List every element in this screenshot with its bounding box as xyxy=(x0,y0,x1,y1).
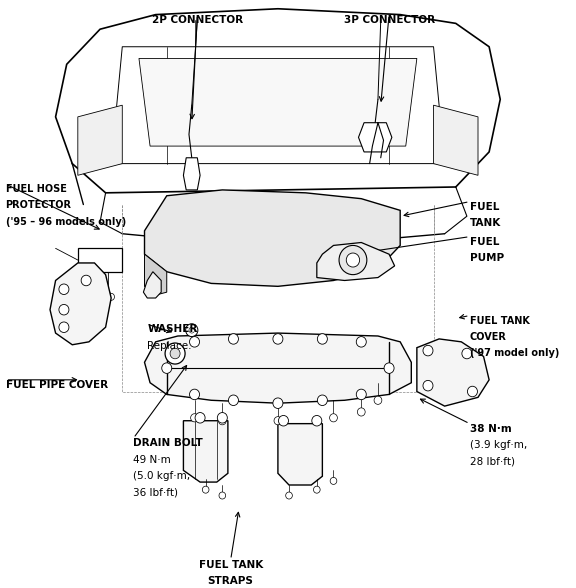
Circle shape xyxy=(317,333,327,344)
Circle shape xyxy=(189,328,195,333)
Circle shape xyxy=(162,363,172,373)
Text: (5.0 kgf·m,: (5.0 kgf·m, xyxy=(134,471,191,481)
Circle shape xyxy=(312,416,322,426)
Text: DRAIN BOLT: DRAIN BOLT xyxy=(134,438,203,448)
Circle shape xyxy=(274,417,282,425)
Text: FUEL: FUEL xyxy=(469,202,499,212)
Text: 49 N·m: 49 N·m xyxy=(134,455,171,465)
Circle shape xyxy=(191,414,198,422)
Circle shape xyxy=(357,408,365,416)
Circle shape xyxy=(468,386,478,397)
Text: 2P CONNECTOR: 2P CONNECTOR xyxy=(151,15,243,25)
Circle shape xyxy=(330,477,337,485)
Polygon shape xyxy=(358,123,392,152)
Circle shape xyxy=(81,275,91,286)
Circle shape xyxy=(278,416,289,426)
Text: FUEL TANK: FUEL TANK xyxy=(469,316,529,326)
Circle shape xyxy=(273,398,283,409)
Text: ('95 – 96 models only): ('95 – 96 models only) xyxy=(6,217,126,227)
Circle shape xyxy=(97,293,103,300)
Polygon shape xyxy=(78,105,122,175)
Circle shape xyxy=(190,389,199,400)
Circle shape xyxy=(59,322,69,332)
Polygon shape xyxy=(50,263,111,345)
Polygon shape xyxy=(78,248,122,272)
Text: PROTECTOR: PROTECTOR xyxy=(6,201,71,211)
Circle shape xyxy=(357,336,366,347)
Text: FUEL PIPE COVER: FUEL PIPE COVER xyxy=(6,380,108,390)
Circle shape xyxy=(108,293,115,300)
Text: 28 lbf·ft): 28 lbf·ft) xyxy=(469,456,515,466)
Text: 38 N·m: 38 N·m xyxy=(469,423,511,433)
Text: FUEL TANK: FUEL TANK xyxy=(199,560,263,570)
Circle shape xyxy=(462,348,472,359)
Polygon shape xyxy=(417,339,489,406)
Text: Replace.: Replace. xyxy=(147,340,192,350)
Circle shape xyxy=(357,389,366,400)
Circle shape xyxy=(273,333,283,344)
Circle shape xyxy=(346,253,359,267)
Text: (3.9 kgf·m,: (3.9 kgf·m, xyxy=(469,440,527,450)
Polygon shape xyxy=(183,158,200,190)
Polygon shape xyxy=(143,272,161,298)
Circle shape xyxy=(286,492,293,499)
Circle shape xyxy=(219,492,226,499)
Circle shape xyxy=(165,343,185,364)
Polygon shape xyxy=(145,190,400,286)
Circle shape xyxy=(59,305,69,315)
Polygon shape xyxy=(139,58,417,146)
Circle shape xyxy=(423,380,433,391)
Text: TANK: TANK xyxy=(469,218,501,228)
Text: 36 lbf·ft): 36 lbf·ft) xyxy=(134,487,179,497)
Circle shape xyxy=(329,414,338,422)
Text: ('97 model only): ('97 model only) xyxy=(469,348,559,358)
Circle shape xyxy=(317,395,327,406)
Circle shape xyxy=(218,417,226,425)
Circle shape xyxy=(374,396,382,405)
Circle shape xyxy=(384,363,394,373)
Circle shape xyxy=(190,336,199,347)
Text: FUEL HOSE: FUEL HOSE xyxy=(6,184,66,194)
Polygon shape xyxy=(183,421,228,482)
Circle shape xyxy=(217,413,228,423)
Polygon shape xyxy=(145,333,411,403)
Text: 3P CONNECTOR: 3P CONNECTOR xyxy=(343,15,435,25)
Text: FUEL: FUEL xyxy=(469,236,499,246)
Circle shape xyxy=(202,486,209,493)
Polygon shape xyxy=(278,423,323,485)
Text: COVER: COVER xyxy=(469,332,506,342)
Circle shape xyxy=(339,245,367,275)
Text: PUMP: PUMP xyxy=(469,253,504,263)
Circle shape xyxy=(86,293,92,300)
Polygon shape xyxy=(434,105,478,175)
Circle shape xyxy=(195,413,205,423)
Circle shape xyxy=(170,348,180,359)
Circle shape xyxy=(59,284,69,295)
Circle shape xyxy=(185,324,198,336)
Text: WASHER: WASHER xyxy=(147,325,198,335)
Circle shape xyxy=(229,395,238,406)
Polygon shape xyxy=(145,254,166,295)
Circle shape xyxy=(313,486,320,493)
Circle shape xyxy=(229,333,238,344)
Polygon shape xyxy=(317,242,395,280)
Text: STRAPS: STRAPS xyxy=(208,576,253,586)
Circle shape xyxy=(423,345,433,356)
